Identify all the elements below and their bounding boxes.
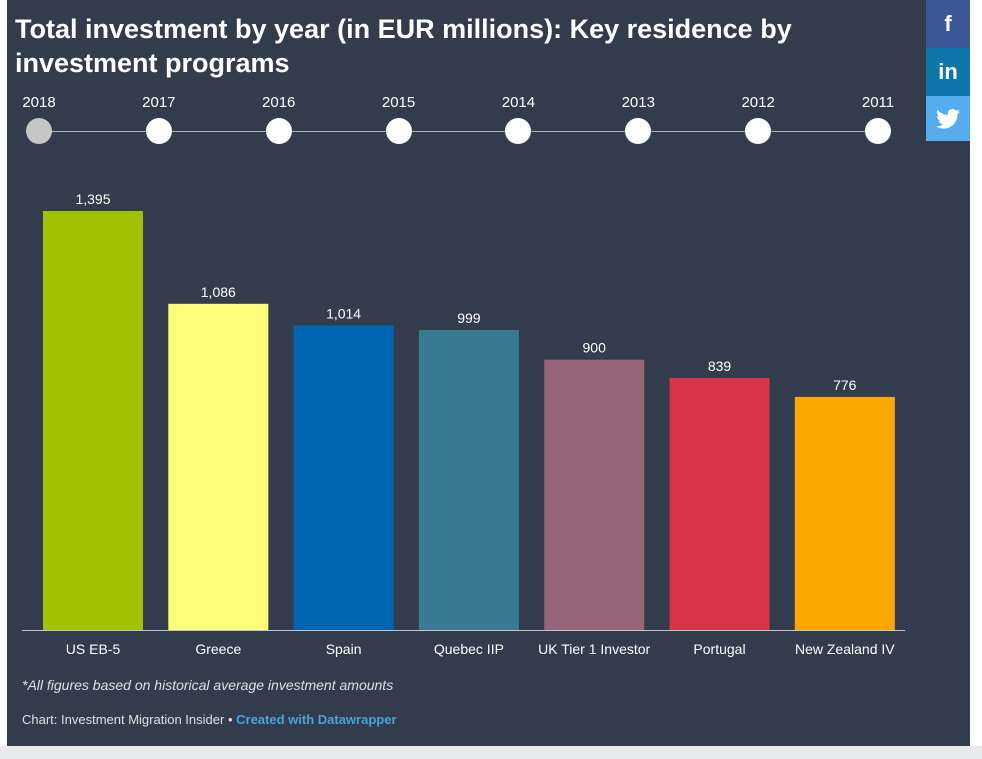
- year-dot-2015[interactable]: [385, 118, 412, 144]
- category-label: US EB-5: [66, 641, 121, 657]
- year-label-2013[interactable]: 2013: [621, 94, 655, 111]
- chart-credit: Chart: Investment Migration Insider • Cr…: [22, 712, 397, 727]
- twitter-share-button[interactable]: [926, 96, 970, 141]
- category-label: New Zealand IV: [795, 641, 895, 657]
- category-label: Portugal: [693, 641, 745, 657]
- year-dot-2012[interactable]: [745, 118, 772, 144]
- year-label-2018[interactable]: 2018: [22, 94, 56, 111]
- year-label-2011[interactable]: 2011: [861, 94, 895, 111]
- year-dot-2016[interactable]: [265, 118, 292, 144]
- year-label-2014[interactable]: 2014: [501, 94, 536, 111]
- page-footer-strip: [0, 746, 982, 759]
- source-text: Chart: Investment Migration Insider: [22, 712, 225, 727]
- timeline-track: [32, 131, 878, 132]
- linkedin-share-button[interactable]: in: [926, 48, 970, 96]
- value-label: 999: [457, 310, 481, 326]
- bar-us-eb-5: [43, 211, 143, 630]
- category-label: Greece: [195, 641, 241, 657]
- value-label: 1,086: [201, 284, 236, 300]
- category-label: Spain: [326, 641, 362, 657]
- bar-quebec-iip: [418, 329, 519, 630]
- category-label: UK Tier 1 Investor: [538, 641, 650, 657]
- year-dot-2017[interactable]: [145, 118, 172, 144]
- bar-uk-tier-1-investor: [544, 359, 645, 630]
- twitter-icon: [936, 108, 960, 129]
- year-label-2017[interactable]: 2017: [142, 94, 176, 111]
- facebook-icon: f: [944, 11, 952, 36]
- chart-note: *All figures based on historical average…: [22, 677, 394, 693]
- bar-greece: [168, 303, 269, 630]
- value-label: 1,014: [326, 305, 361, 321]
- year-label-2015[interactable]: 2015: [381, 94, 416, 111]
- year-label-2016[interactable]: 2016: [262, 94, 296, 111]
- value-label: 900: [583, 340, 607, 356]
- value-label: 839: [708, 358, 732, 374]
- facebook-share-button[interactable]: f: [926, 0, 970, 48]
- value-label: 1,395: [75, 191, 110, 207]
- chart-title: Total investment by year (in EUR million…: [15, 14, 792, 78]
- year-dot-2018[interactable]: [26, 118, 52, 144]
- value-label: 776: [833, 377, 857, 393]
- datawrapper-link[interactable]: Created with Datawrapper: [236, 712, 397, 727]
- year-dot-2013[interactable]: [625, 118, 652, 144]
- year-label-2012[interactable]: 2012: [741, 94, 775, 111]
- bar-spain: [293, 325, 394, 630]
- linkedin-icon: in: [938, 59, 958, 84]
- bar-new-zealand-iv: [794, 396, 895, 630]
- year-dot-2014[interactable]: [505, 118, 532, 144]
- year-dot-2011[interactable]: [865, 118, 891, 144]
- category-label: Quebec IIP: [434, 641, 504, 657]
- bar-portugal: [669, 377, 770, 630]
- credit-separator: •: [227, 712, 233, 727]
